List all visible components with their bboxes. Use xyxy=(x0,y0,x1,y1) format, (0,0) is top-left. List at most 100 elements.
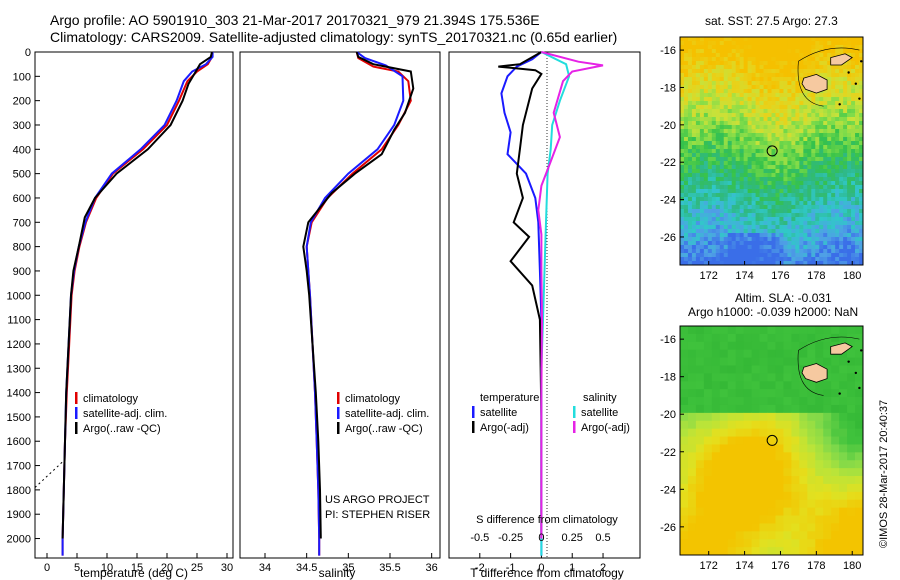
map-cell xyxy=(787,189,792,194)
map-cell xyxy=(727,89,733,94)
map-cell xyxy=(751,452,760,461)
map-cell xyxy=(763,37,768,42)
map-cell xyxy=(799,101,804,106)
map-cell xyxy=(799,225,804,230)
map-cell xyxy=(775,389,784,398)
map-cell xyxy=(811,109,816,114)
map-cell xyxy=(831,149,836,154)
map-cell xyxy=(831,237,836,242)
map-cell xyxy=(783,157,788,162)
map-cell xyxy=(783,153,788,158)
map-cell xyxy=(715,169,721,174)
map-cell xyxy=(680,404,689,414)
map-cell xyxy=(799,404,808,414)
map-cell xyxy=(727,153,733,158)
map-cell xyxy=(739,185,745,190)
map-cell xyxy=(783,129,788,134)
map-cell xyxy=(711,253,717,258)
map-cell xyxy=(755,121,760,126)
map-cell xyxy=(779,105,784,110)
map-cell xyxy=(795,193,800,198)
map-cell xyxy=(827,129,832,134)
map-cell xyxy=(680,185,685,190)
map-cell xyxy=(803,53,808,58)
map-cell xyxy=(727,137,733,142)
map-cell xyxy=(771,241,776,246)
map-cell xyxy=(755,181,760,186)
map-cell xyxy=(823,197,828,202)
map-cell xyxy=(680,357,689,366)
map-cell xyxy=(680,333,689,343)
map-cell xyxy=(843,85,848,90)
map-cell xyxy=(683,141,689,146)
map-cell xyxy=(851,189,856,194)
map-cell xyxy=(687,69,693,74)
map-cell xyxy=(687,129,693,134)
map-cell xyxy=(807,109,812,114)
map-cell xyxy=(751,261,756,266)
map-cell xyxy=(779,37,784,42)
map-cell xyxy=(763,97,768,102)
map-cell xyxy=(691,197,697,202)
map-cell xyxy=(743,45,749,50)
map-cell xyxy=(715,161,721,166)
map-cell xyxy=(775,113,780,118)
sla-map: 172 174 176 178 180-16-18-20-22-24-26 xyxy=(660,325,864,572)
map-cell xyxy=(839,37,844,42)
map-cell xyxy=(743,229,749,234)
map-cell xyxy=(787,213,792,218)
map-cell xyxy=(691,157,697,162)
map-cell xyxy=(839,507,848,516)
map-cell xyxy=(727,69,733,74)
map-cell xyxy=(763,157,768,162)
map-cell xyxy=(807,89,812,94)
map-cell xyxy=(847,237,852,242)
map-cell xyxy=(843,249,848,254)
map-cell xyxy=(707,81,713,86)
map-cell xyxy=(839,193,844,198)
map-cell xyxy=(839,145,844,150)
map-cell xyxy=(859,249,864,254)
map-cell xyxy=(831,141,836,146)
map-cell xyxy=(823,69,828,74)
map-cell xyxy=(719,253,725,258)
map-cell xyxy=(811,41,816,46)
map-cell xyxy=(699,129,705,134)
map-cell xyxy=(787,89,792,94)
map-cell xyxy=(827,73,832,78)
map-cell xyxy=(815,61,820,66)
map-cell xyxy=(799,476,808,485)
map-cell xyxy=(783,193,788,198)
map-cell xyxy=(795,81,800,86)
map-cell xyxy=(715,53,721,58)
map-cell xyxy=(791,93,796,98)
map-cell xyxy=(751,233,756,238)
map-cell xyxy=(815,177,820,182)
map-cell xyxy=(795,205,800,210)
map-cell xyxy=(687,452,697,461)
map-cell xyxy=(711,41,717,46)
map-cell xyxy=(687,181,693,186)
map-cell xyxy=(755,69,760,74)
map-cell xyxy=(743,507,753,516)
map-cell xyxy=(775,225,780,230)
map-cell xyxy=(827,101,832,106)
map-cell xyxy=(691,97,697,102)
map-cell xyxy=(831,217,836,222)
map-cell xyxy=(767,189,772,194)
map-cell xyxy=(823,326,832,335)
map-cell xyxy=(680,117,685,122)
map-cell xyxy=(699,109,705,114)
map-cell xyxy=(735,249,741,254)
map-cell xyxy=(775,129,780,134)
map-cell xyxy=(723,173,729,178)
map-cell xyxy=(711,225,717,230)
map-cell xyxy=(815,381,824,390)
islet-dot xyxy=(860,60,863,63)
map-cell xyxy=(823,193,828,198)
map-cell xyxy=(743,133,749,138)
map-cell xyxy=(787,149,792,154)
y-tick-label: 100 xyxy=(13,71,31,83)
map-cell xyxy=(703,452,713,461)
map-cell xyxy=(783,165,788,170)
